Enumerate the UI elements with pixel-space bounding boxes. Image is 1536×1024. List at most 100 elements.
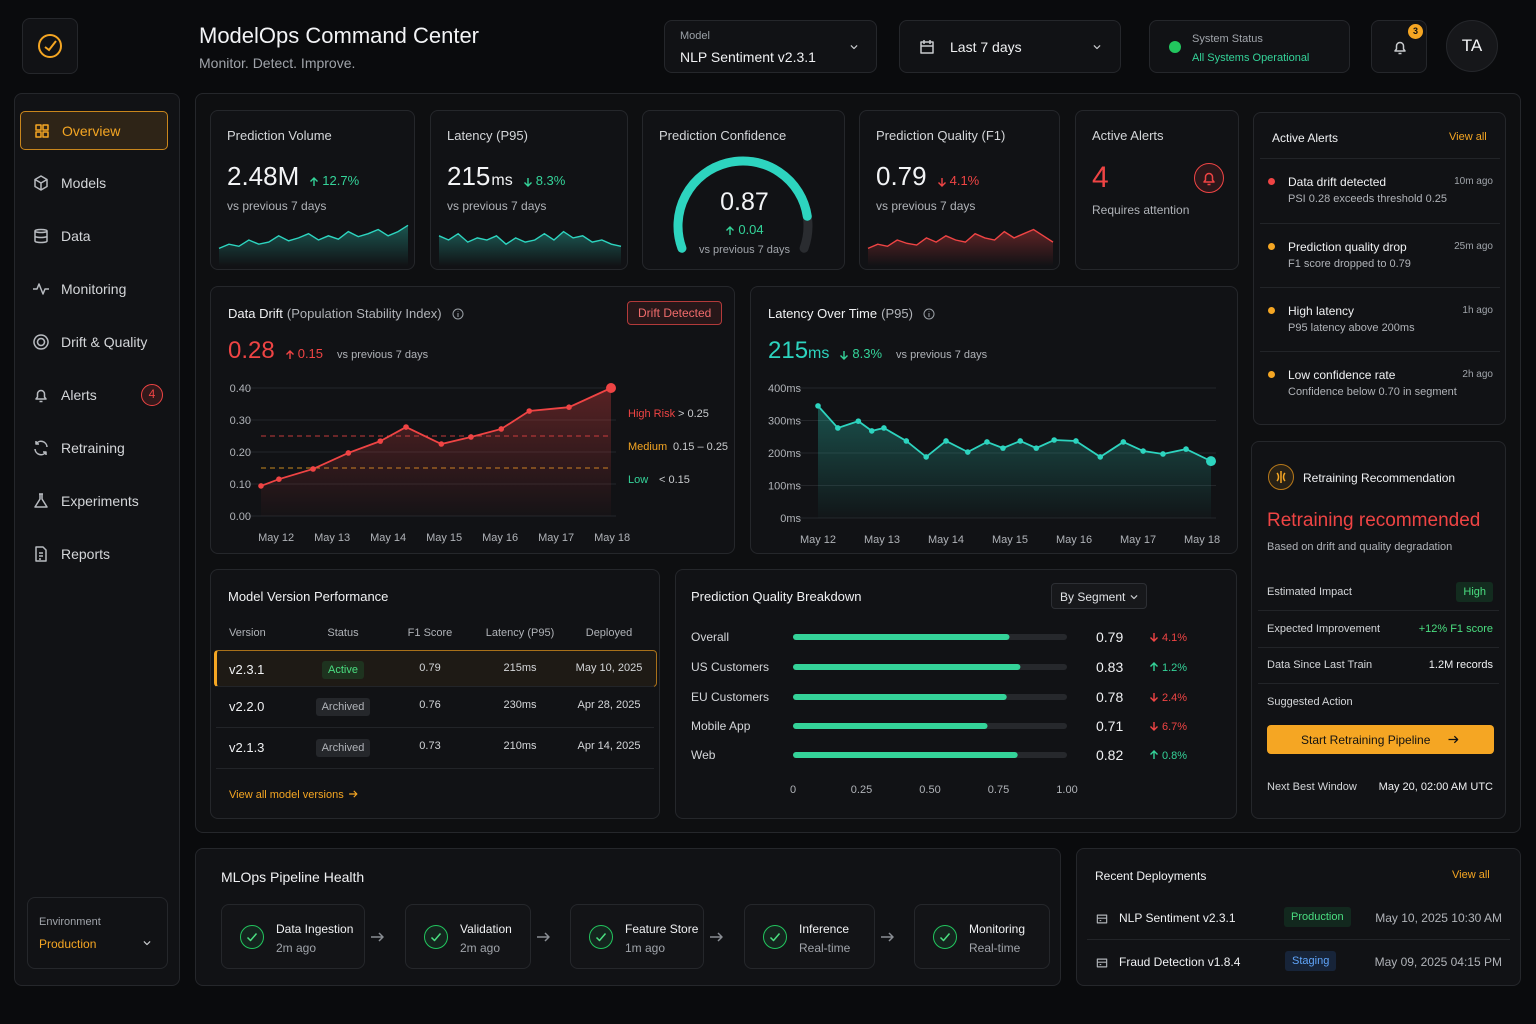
line-point bbox=[1033, 445, 1040, 451]
line-point bbox=[868, 428, 875, 434]
pipeline-stage: Inference Real-time bbox=[744, 904, 875, 969]
x-tick-label: May 15 bbox=[426, 532, 462, 544]
status-dot bbox=[1169, 41, 1181, 53]
kpi-title: Prediction Volume bbox=[227, 128, 332, 143]
icon-shape bbox=[1394, 41, 1406, 55]
icon-shape bbox=[35, 124, 49, 138]
alert-title: Low confidence rate bbox=[1288, 368, 1396, 382]
x-tick-label: May 14 bbox=[370, 532, 406, 544]
icon bbox=[34, 228, 48, 244]
action-label: Suggested Action bbox=[1267, 696, 1353, 708]
change-arrow bbox=[1150, 662, 1158, 671]
alert-item[interactable]: Prediction quality drop F1 score dropped … bbox=[1254, 240, 1505, 290]
stage-status: Real-time bbox=[969, 941, 1021, 955]
icon bbox=[34, 493, 48, 508]
alert-time: 10m ago bbox=[1454, 176, 1493, 187]
icon-shape bbox=[35, 389, 47, 403]
kpi-change: 8.3% bbox=[535, 173, 566, 188]
model-select[interactable]: Model NLP Sentiment v2.3.1 bbox=[664, 20, 877, 73]
change-arrow bbox=[1150, 693, 1158, 702]
alert-item[interactable]: Data drift detected PSI 0.28 exceeds thre… bbox=[1254, 175, 1505, 225]
nav-item[interactable]: Data bbox=[20, 217, 168, 256]
icon-shape bbox=[35, 546, 47, 562]
nav-item[interactable]: Drift & Quality bbox=[20, 323, 168, 362]
table-title: Model Version Performance bbox=[228, 589, 389, 604]
line-point bbox=[835, 425, 841, 431]
view-all-link[interactable]: View all model versions bbox=[229, 789, 358, 801]
x-tick-label: May 17 bbox=[1120, 534, 1156, 546]
pipeline-title: MLOps Pipeline Health bbox=[221, 869, 365, 885]
alert-item[interactable]: High latency P95 latency above 200ms 1h ag… bbox=[1254, 304, 1505, 354]
icon bbox=[1093, 45, 1101, 50]
logo-mark bbox=[38, 34, 62, 58]
deployment-env: Production bbox=[1284, 907, 1351, 927]
alert-detail: Confidence below 0.70 in segment bbox=[1288, 386, 1457, 398]
detail-label: Data Since Last Train bbox=[1267, 659, 1373, 671]
line-point bbox=[1073, 438, 1079, 444]
icon bbox=[769, 933, 781, 942]
deployments-link[interactable]: View all bbox=[1452, 869, 1490, 881]
arrow-icon bbox=[937, 177, 946, 187]
line-chart-card: Latency Over Time (P95) 215 ms 8.3% vs previo… bbox=[750, 286, 1238, 554]
date-select[interactable]: Last 7 days bbox=[899, 20, 1121, 73]
deployment-name: Fraud Detection v1.8.4 bbox=[1119, 955, 1241, 969]
x-tick-label: May 18 bbox=[1184, 534, 1220, 546]
chart-change-group: 8.3% bbox=[839, 346, 882, 361]
gauge-fill bbox=[673, 156, 812, 253]
kpi-change-group: 4.1% bbox=[937, 173, 979, 188]
nav-item[interactable]: Retraining bbox=[20, 429, 168, 468]
arrow-path bbox=[285, 349, 294, 359]
arrow-path bbox=[310, 176, 319, 186]
x-tick-label: May 13 bbox=[864, 534, 900, 546]
line-point bbox=[964, 449, 971, 455]
stage-name: Data Ingestion bbox=[276, 922, 354, 936]
icon bbox=[371, 932, 384, 942]
nav-item[interactable]: Alerts 4 bbox=[20, 376, 168, 415]
stage-status: 2m ago bbox=[460, 941, 501, 955]
bar bbox=[793, 664, 1021, 670]
arrow-icon bbox=[285, 349, 294, 359]
threshold-name: High Risk bbox=[628, 408, 676, 420]
nav-item[interactable]: Models bbox=[20, 164, 168, 203]
icon-shape bbox=[34, 493, 48, 508]
environment-select[interactable]: Environment Production bbox=[27, 897, 168, 969]
x-tick-label: 1.00 bbox=[1056, 784, 1077, 796]
line-point bbox=[943, 438, 949, 444]
nav-item[interactable]: Monitoring bbox=[20, 270, 168, 309]
category-label: US Customers bbox=[691, 660, 769, 674]
nav-item[interactable]: Experiments bbox=[20, 482, 168, 521]
nav-item[interactable]: Reports bbox=[20, 535, 168, 574]
deployment-name: NLP Sentiment v2.3.1 bbox=[1119, 911, 1236, 925]
line-point bbox=[606, 383, 616, 393]
row-separator bbox=[1260, 287, 1500, 288]
status-cell: Active bbox=[293, 660, 393, 679]
logo-ring bbox=[38, 34, 62, 58]
sparkline bbox=[438, 230, 622, 266]
chart-value: 0.28 bbox=[228, 337, 275, 364]
line-point bbox=[903, 438, 910, 444]
info-ring bbox=[452, 308, 464, 319]
chart-title: Data Drift bbox=[228, 306, 283, 321]
icon bbox=[1203, 172, 1215, 186]
nav-item[interactable]: Overview bbox=[20, 111, 168, 150]
segment-select[interactable]: By Segment bbox=[1051, 583, 1147, 609]
start-retraining-button[interactable]: Start Retraining Pipeline bbox=[1267, 725, 1494, 754]
alerts-link[interactable]: View all bbox=[1449, 131, 1487, 143]
row-separator bbox=[1258, 683, 1499, 684]
alert-item[interactable]: Low confidence rate Confidence below 0.70… bbox=[1254, 368, 1505, 418]
icon bbox=[710, 932, 723, 942]
deployments-title: Recent Deployments bbox=[1095, 869, 1207, 883]
icon bbox=[1096, 914, 1108, 924]
avatar[interactable]: TA bbox=[1446, 20, 1498, 72]
kpi-title: Latency (P95) bbox=[447, 128, 528, 143]
alert-dot bbox=[1268, 243, 1275, 250]
icon bbox=[33, 283, 49, 295]
pipeline-stage: Data Ingestion 2m ago bbox=[221, 904, 365, 969]
line-point bbox=[468, 434, 474, 440]
line-point bbox=[1160, 451, 1166, 457]
button-label: Start Retraining Pipeline bbox=[1301, 733, 1431, 747]
nav-label: Retraining bbox=[61, 440, 125, 456]
chart-subtitle: (P95) bbox=[881, 306, 913, 321]
line-point bbox=[1017, 438, 1024, 444]
